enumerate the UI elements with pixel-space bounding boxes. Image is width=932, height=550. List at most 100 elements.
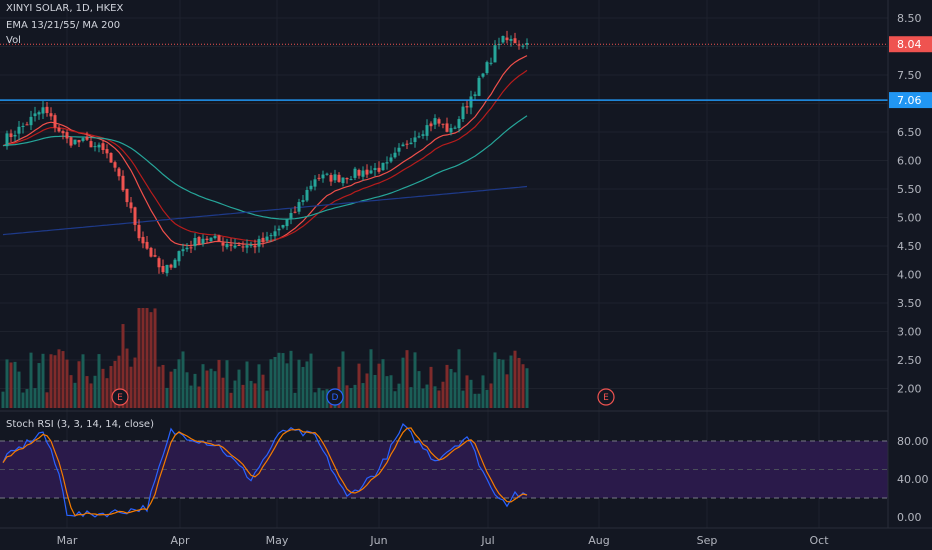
volume-bar	[349, 387, 353, 408]
candle-body	[185, 247, 189, 250]
volume-bar	[249, 380, 253, 408]
candle-body	[133, 207, 137, 225]
volume-bar	[465, 375, 469, 408]
candle-body	[237, 245, 241, 247]
candle-body	[85, 136, 89, 140]
candle-body	[493, 45, 497, 63]
candle-body	[245, 245, 249, 248]
candle-body	[109, 152, 113, 163]
candle-body	[193, 238, 197, 247]
candle-body	[9, 133, 13, 138]
candle-body	[397, 147, 401, 152]
candle-body	[517, 44, 521, 46]
candle-body	[501, 35, 505, 43]
time-tick-label: Oct	[809, 534, 829, 547]
candle-body	[5, 133, 9, 147]
candle-body	[373, 168, 377, 171]
volume-bar	[157, 366, 161, 408]
volume-bar	[353, 384, 357, 408]
candle-body	[313, 179, 317, 187]
price-axis[interactable]: 8.508.007.507.006.506.005.505.004.504.00…	[887, 0, 932, 528]
volume-bar	[473, 393, 477, 408]
volume-bar	[13, 361, 17, 408]
volume-bar	[153, 308, 157, 408]
price-level-lines[interactable]	[0, 43, 888, 101]
candle-body	[153, 255, 157, 257]
candle-body	[461, 106, 465, 120]
stoch-rsi-title: Stoch RSI (3, 3, 14, 14, close)	[6, 419, 154, 430]
time-tick-label: Aug	[588, 534, 609, 547]
candle-body	[325, 173, 329, 175]
volume-bar	[77, 361, 81, 408]
candle-body	[137, 224, 141, 239]
candle-body	[101, 143, 105, 151]
volume-bar	[197, 386, 201, 408]
stoch-rsi-pane[interactable]	[0, 410, 888, 518]
volume-bar	[61, 351, 65, 408]
volume-bar	[121, 324, 125, 408]
candle-body	[513, 38, 517, 44]
candle-body	[41, 107, 45, 114]
volume-bar	[117, 355, 121, 408]
candle-body	[353, 168, 357, 178]
event-marker: E	[111, 388, 129, 406]
volume-bar	[297, 359, 301, 408]
volume-bar	[405, 350, 409, 408]
volume-bar	[277, 352, 281, 408]
candle-body	[485, 62, 489, 74]
volume-bar	[309, 353, 313, 408]
stoch-d-line	[2, 427, 528, 517]
candle-body	[409, 142, 413, 145]
candle-body	[433, 118, 437, 125]
volume-bar	[265, 390, 269, 408]
volume-bar	[461, 390, 465, 408]
volume-bar	[257, 364, 261, 408]
candlestick-series[interactable]	[5, 30, 529, 277]
candle-body	[13, 134, 17, 137]
volume-bar	[1, 391, 5, 408]
candle-body	[469, 96, 473, 108]
candle-body	[233, 245, 237, 248]
volume-bar	[245, 361, 249, 408]
candle-body	[297, 202, 301, 212]
candle-body	[309, 185, 313, 190]
candle-body	[253, 245, 257, 248]
volume-bar	[81, 354, 85, 408]
candle-body	[293, 211, 297, 213]
candle-body	[429, 123, 433, 127]
time-axis[interactable]: Mar Apr May Jun Jul Aug Sep Oct	[0, 527, 932, 547]
candle-body	[209, 237, 213, 242]
candle-body	[265, 236, 269, 241]
volume-bar	[85, 376, 89, 408]
volume-bar	[225, 360, 229, 408]
volume-bar	[41, 353, 45, 408]
volume-bar	[409, 387, 413, 408]
candle-body	[93, 146, 97, 148]
time-tick-label: Jun	[369, 534, 387, 547]
candle-body	[49, 113, 53, 117]
price-tick-label: 2.00	[897, 383, 922, 396]
candle-body	[341, 177, 345, 184]
event-marker-circle	[111, 388, 129, 406]
candle-body	[473, 94, 477, 96]
ema55-line	[2, 115, 528, 220]
candle-body	[213, 235, 217, 239]
candle-body	[417, 136, 421, 138]
volume-bar	[477, 393, 481, 408]
volume-bar	[321, 390, 325, 408]
volume-bar	[233, 380, 237, 408]
candle-body	[261, 237, 265, 243]
time-tick-label: May	[266, 534, 289, 547]
event-marker-label: E	[117, 393, 123, 403]
candle-body	[489, 62, 493, 64]
candle-body	[337, 174, 341, 182]
volume-bar	[281, 353, 285, 408]
candle-body	[249, 244, 253, 246]
volume-legend: Vol	[6, 35, 21, 46]
volume-bar	[209, 368, 213, 408]
volume-bar	[521, 364, 525, 408]
volume-bar	[429, 366, 433, 408]
volume-bar	[361, 383, 365, 408]
